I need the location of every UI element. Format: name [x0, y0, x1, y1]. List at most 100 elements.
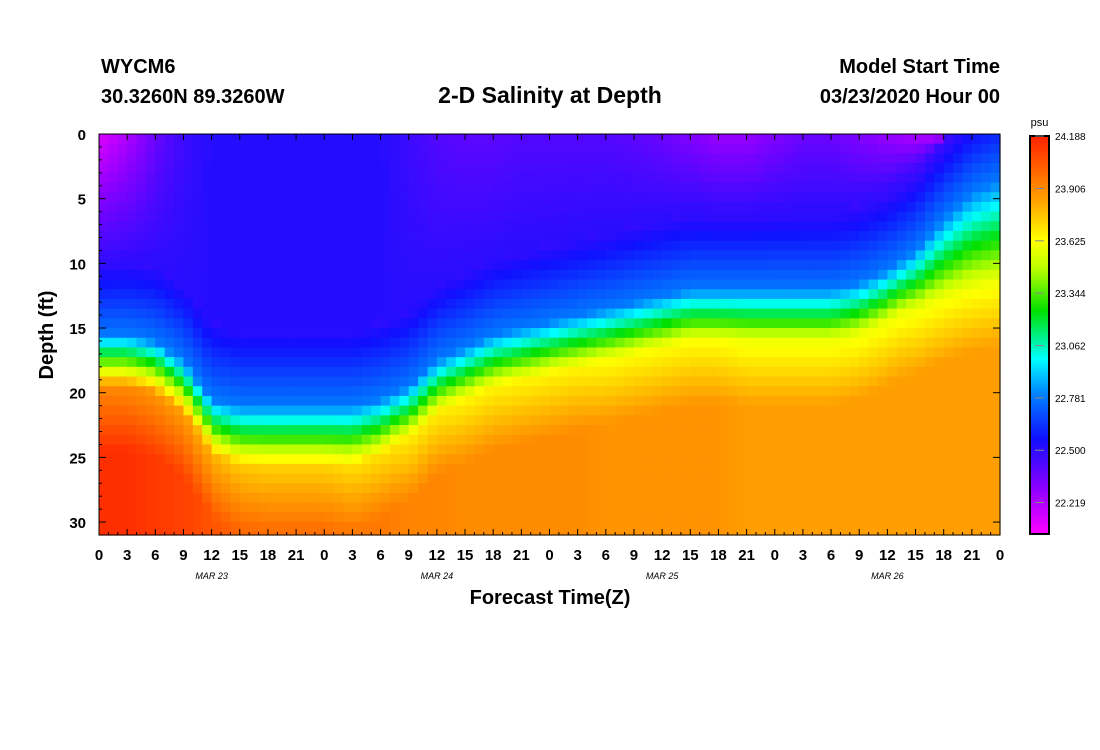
heatmap-cell: [249, 395, 260, 407]
heatmap-cell: [971, 153, 982, 164]
heatmap-cell: [511, 366, 522, 378]
heatmap-cell: [305, 308, 316, 319]
heatmap-cell: [267, 260, 278, 271]
heatmap-cell: [221, 143, 231, 154]
heatmap-cell: [333, 395, 344, 407]
heatmap-cell: [314, 337, 325, 349]
heatmap-cell: [333, 308, 344, 319]
heatmap-cell: [183, 463, 194, 475]
heatmap-cell: [577, 434, 588, 446]
heatmap-cell: [887, 240, 898, 252]
heatmap-cell: [155, 386, 166, 397]
heatmap-cell: [258, 366, 269, 378]
heatmap-cell: [709, 201, 720, 213]
heatmap-cell: [887, 357, 898, 368]
heatmap-cell: [981, 298, 992, 310]
heatmap-cell: [343, 405, 354, 416]
heatmap-cell: [474, 298, 485, 310]
heatmap-cell: [418, 492, 429, 504]
heatmap-cell: [859, 357, 870, 368]
heatmap-cell: [427, 143, 438, 154]
heatmap-cell: [427, 415, 438, 426]
heatmap-cell: [474, 231, 485, 242]
heatmap-cell: [127, 269, 138, 281]
heatmap-cell: [587, 328, 598, 339]
heatmap-cell: [549, 425, 560, 436]
heatmap-cell: [474, 395, 485, 407]
heatmap-cell: [821, 337, 832, 349]
heatmap-cell: [202, 415, 213, 426]
heatmap-cell: [765, 328, 776, 339]
heatmap-cell: [971, 172, 982, 184]
heatmap-cell: [727, 269, 738, 281]
heatmap-cell: [127, 221, 138, 232]
heatmap-cell: [380, 415, 391, 426]
heatmap-cell: [258, 463, 269, 475]
heatmap-cell: [877, 376, 888, 387]
heatmap-cell: [934, 260, 945, 271]
heatmap-cell: [605, 250, 616, 261]
heatmap-cell: [183, 221, 194, 232]
x-tick-label: 18: [485, 547, 502, 564]
heatmap-cell: [793, 250, 804, 261]
heatmap-cell: [709, 434, 720, 446]
heatmap-cell: [915, 415, 926, 426]
heatmap-cell: [709, 386, 720, 397]
heatmap-cell: [709, 454, 720, 465]
heatmap-cell: [258, 269, 269, 281]
heatmap-cell: [202, 192, 213, 203]
heatmap-cell: [502, 415, 513, 426]
heatmap-cell: [221, 182, 231, 193]
heatmap-cell: [465, 405, 476, 416]
heatmap-cell: [136, 192, 147, 203]
heatmap-cell: [117, 269, 128, 281]
heatmap-cell: [99, 172, 109, 184]
heatmap-cell: [174, 289, 185, 300]
heatmap-cell: [286, 192, 297, 203]
heatmap-cell: [155, 454, 166, 465]
heatmap-cell: [314, 328, 325, 339]
heatmap-cell: [352, 250, 363, 261]
heatmap-cell: [174, 386, 185, 397]
heatmap-cell: [389, 269, 400, 281]
heatmap-cell: [267, 231, 278, 242]
heatmap-cell: [699, 221, 710, 232]
heatmap-cell: [314, 153, 325, 164]
heatmap-cell: [399, 425, 410, 436]
heatmap-cell: [765, 250, 776, 261]
heatmap-cell: [221, 269, 231, 281]
heatmap-cell: [418, 250, 429, 261]
heatmap-cell: [671, 269, 682, 281]
heatmap-cell: [981, 221, 992, 232]
heatmap-cell: [812, 473, 823, 484]
heatmap-cell: [305, 172, 316, 184]
heatmap-cell: [990, 512, 1001, 523]
heatmap-cell: [145, 347, 156, 358]
heatmap-cell: [943, 531, 954, 536]
heatmap-cell: [840, 172, 851, 184]
heatmap-cell: [277, 425, 288, 436]
heatmap-cell: [633, 231, 644, 242]
heatmap-cell: [361, 473, 372, 484]
heatmap-cell: [267, 502, 278, 513]
heatmap-cell: [680, 395, 691, 407]
heatmap-cell: [633, 298, 644, 310]
heatmap-cell: [493, 153, 504, 164]
heatmap-cell: [793, 366, 804, 378]
heatmap-cell: [887, 473, 898, 484]
heatmap-cell: [680, 337, 691, 349]
heatmap-cell: [934, 395, 945, 407]
heatmap-cell: [530, 250, 541, 261]
heatmap-cell: [558, 425, 569, 436]
heatmap-cell: [737, 279, 748, 290]
heatmap-cell: [371, 211, 382, 222]
heatmap-cell: [652, 347, 663, 358]
heatmap-cell: [483, 454, 494, 465]
heatmap-cell: [784, 298, 795, 310]
heatmap-cell: [859, 512, 870, 523]
heatmap-cell: [690, 231, 701, 242]
heatmap-cell: [793, 192, 804, 203]
heatmap-cell: [690, 221, 701, 232]
heatmap-cell: [962, 473, 973, 484]
heatmap-cell: [380, 163, 391, 174]
